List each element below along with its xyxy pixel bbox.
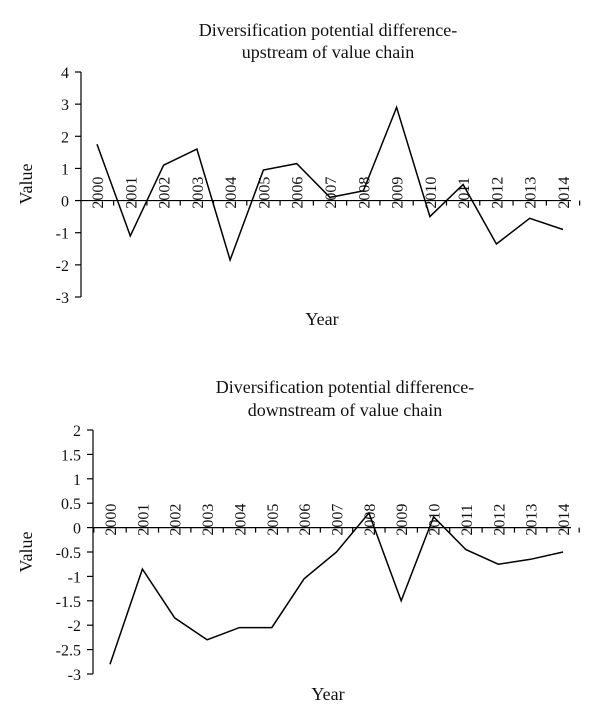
y-tick-label: 0.5 (61, 496, 81, 513)
y-tick-label: 2 (73, 423, 81, 440)
x-tick-label: 2002 (157, 177, 174, 209)
x-tick-label: 2010 (427, 504, 444, 536)
x-tick-label: 2005 (256, 177, 273, 209)
y-tick-label: -3 (68, 667, 81, 684)
y-tick-label: 0 (73, 521, 81, 538)
y-tick-label: -1 (56, 226, 69, 243)
y-tick-label: -1.5 (56, 594, 81, 611)
y-tick-label: 2 (61, 129, 69, 146)
x-tick-label: 2000 (90, 177, 107, 209)
x-tick-label: 2005 (265, 504, 282, 536)
x-tick-label: 2006 (290, 177, 307, 209)
x-tick-label: 2006 (297, 504, 314, 536)
x-tick-label: 2008 (362, 504, 379, 536)
x-tick-label: 2004 (223, 177, 240, 209)
x-tick-label: 2007 (330, 504, 347, 536)
chart-panel-2: Diversification potential difference-dow… (16, 377, 580, 704)
y-tick-label: 1 (73, 472, 81, 489)
x-tick-label: 2003 (190, 177, 207, 209)
y-tick-label: -2 (68, 618, 81, 635)
x-tick-label: 2014 (556, 177, 573, 209)
y-tick-label: 0 (61, 194, 69, 211)
y-tick-label: -0.5 (56, 545, 81, 562)
x-tick-label: 2013 (524, 504, 541, 536)
chart-title-line: upstream of value chain (242, 42, 414, 62)
y-axis-label: Value (16, 531, 36, 572)
x-tick-label: 2007 (323, 177, 340, 209)
x-tick-label: 2011 (459, 504, 476, 535)
y-tick-label: 1 (61, 161, 69, 178)
x-tick-label: 2011 (456, 177, 473, 208)
x-tick-label: 2014 (556, 504, 573, 536)
x-tick-label: 2012 (491, 504, 508, 536)
y-tick-label: -1 (68, 569, 81, 586)
chart-title-line: Diversification potential difference- (216, 377, 475, 397)
y-tick-label: 3 (61, 97, 69, 114)
chart-title-line: Diversification potential difference- (199, 20, 458, 40)
y-tick-label: -2.5 (56, 643, 81, 660)
x-tick-label: 2009 (390, 177, 407, 209)
x-tick-label: 2002 (168, 504, 185, 536)
x-tick-label: 2001 (123, 177, 140, 209)
x-tick-label: 2013 (523, 177, 540, 209)
chart-panel-1: Diversification potential difference-ups… (16, 20, 581, 329)
x-tick-label: 2000 (103, 504, 120, 536)
y-tick-label: -3 (56, 290, 69, 307)
chart-title-line: downstream of value chain (248, 400, 442, 420)
x-axis-label: Year (305, 309, 338, 329)
x-tick-label: 2003 (200, 504, 217, 536)
x-axis-label: Year (311, 684, 344, 704)
x-tick-label: 2001 (135, 504, 152, 536)
x-tick-label: 2004 (232, 504, 249, 536)
x-tick-label: 2012 (489, 177, 506, 209)
x-tick-label: 2008 (356, 177, 373, 209)
y-tick-label: 1.5 (61, 447, 81, 464)
x-tick-label: 2010 (423, 177, 440, 209)
x-tick-label: 2009 (394, 504, 411, 536)
y-tick-label: 4 (61, 65, 69, 82)
y-tick-label: -2 (56, 258, 69, 275)
y-axis-label: Value (16, 163, 36, 204)
